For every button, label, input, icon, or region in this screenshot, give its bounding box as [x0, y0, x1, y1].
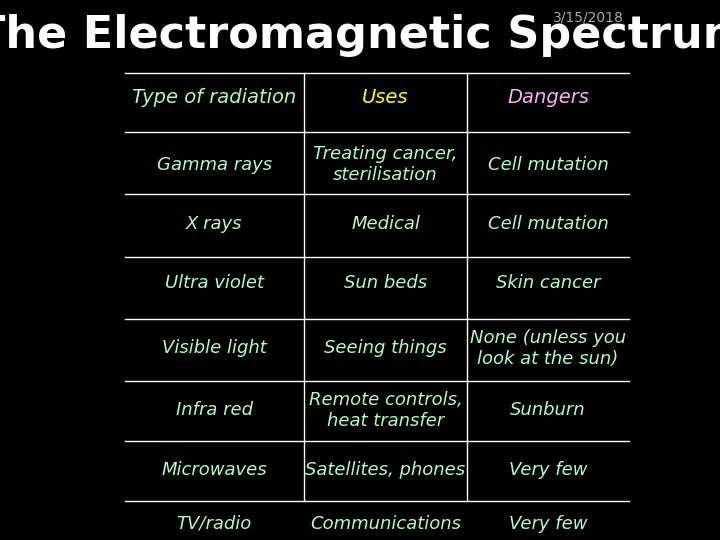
Text: Ultra violet: Ultra violet	[165, 274, 264, 293]
Text: Sun beds: Sun beds	[344, 274, 427, 293]
Text: Very few: Very few	[509, 515, 588, 533]
Text: None (unless you
look at the sun): None (unless you look at the sun)	[470, 329, 626, 368]
Text: Communications: Communications	[310, 515, 461, 533]
Text: 3/15/2018: 3/15/2018	[553, 10, 624, 24]
Text: Medical: Medical	[351, 215, 420, 233]
Text: Infra red: Infra red	[176, 401, 253, 420]
Text: Dangers: Dangers	[507, 87, 589, 107]
Text: The Electromagnetic Spectrum: The Electromagnetic Spectrum	[0, 14, 720, 57]
Text: TV/radio: TV/radio	[176, 515, 252, 533]
Text: Treating cancer,
sterilisation: Treating cancer, sterilisation	[313, 145, 458, 184]
Text: Very few: Very few	[509, 461, 588, 479]
Text: X rays: X rays	[186, 215, 243, 233]
Text: Uses: Uses	[362, 87, 409, 107]
Text: Cell mutation: Cell mutation	[487, 156, 608, 174]
Text: Remote controls,
heat transfer: Remote controls, heat transfer	[309, 391, 462, 430]
Text: Skin cancer: Skin cancer	[496, 274, 600, 293]
Text: Visible light: Visible light	[162, 339, 266, 357]
Text: Seeing things: Seeing things	[324, 339, 447, 357]
Text: Microwaves: Microwaves	[161, 461, 267, 479]
Text: Gamma rays: Gamma rays	[157, 156, 272, 174]
Text: Sunburn: Sunburn	[510, 401, 586, 420]
Text: Type of radiation: Type of radiation	[132, 87, 297, 107]
Text: Satellites, phones: Satellites, phones	[305, 461, 466, 479]
Text: Cell mutation: Cell mutation	[487, 215, 608, 233]
